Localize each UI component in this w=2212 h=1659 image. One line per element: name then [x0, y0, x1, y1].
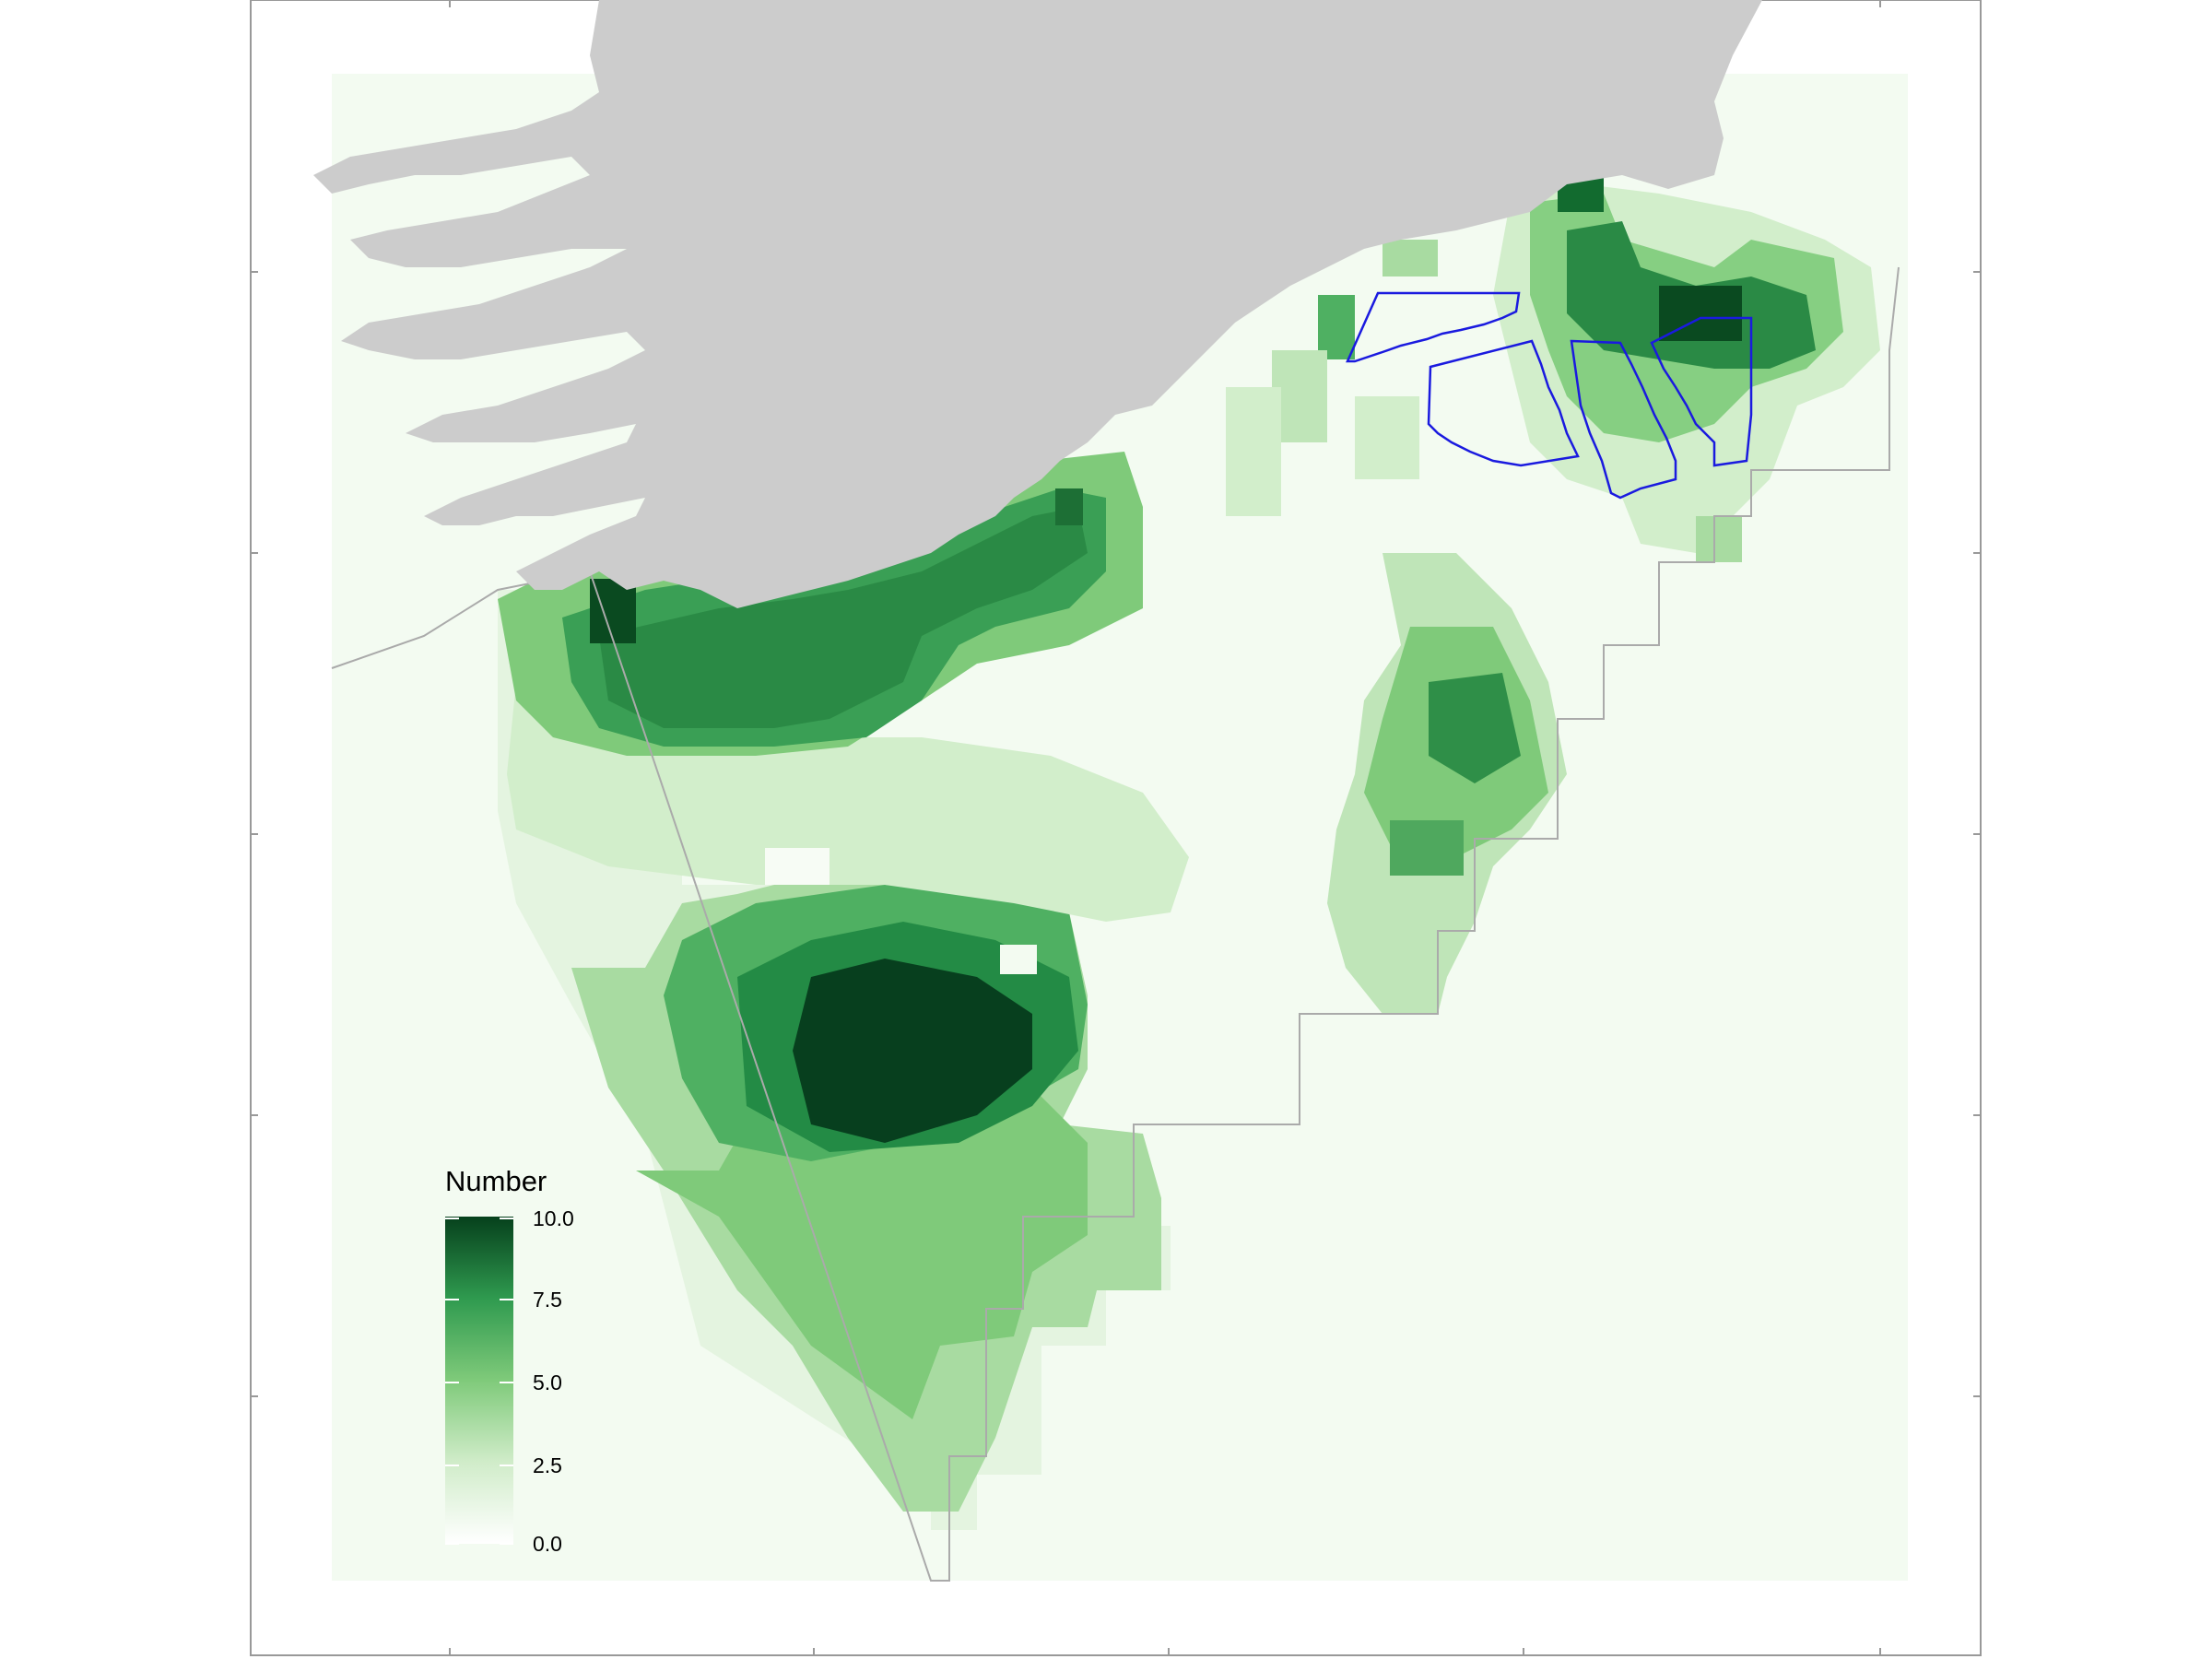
density-east-cell	[1390, 820, 1464, 876]
density-coast-peak-2	[1055, 488, 1083, 525]
study-boundary	[331, 266, 1900, 1582]
land-mass	[313, 0, 1762, 608]
density-east-cluster-high	[1429, 673, 1521, 783]
legend-tick-label: 2.5	[533, 1453, 562, 1477]
density-gap	[1000, 945, 1037, 974]
legend-tick-label: 0.0	[533, 1532, 562, 1556]
lease-area	[1427, 339, 1580, 467]
legend-colorbar	[445, 1217, 513, 1544]
density-zone-mid-2	[636, 1078, 1088, 1419]
density-zone-peak	[793, 959, 1032, 1143]
density-cell	[765, 848, 830, 885]
density-surface	[498, 175, 1880, 1530]
density-patch	[1382, 240, 1438, 276]
lease-area	[1650, 316, 1753, 467]
legend-tick-label: 7.5	[533, 1288, 562, 1312]
coastline-land	[313, 0, 1762, 608]
lease-areas	[1346, 291, 1753, 500]
legend: Number 10.0 7.5 5.0 2.5 0.0	[445, 1165, 574, 1556]
density-patch	[1226, 387, 1281, 516]
density-patch	[1355, 396, 1419, 479]
lease-area	[1346, 291, 1521, 363]
legend-tick-label: 10.0	[533, 1206, 574, 1230]
density-ne-cell-2	[1696, 516, 1742, 562]
density-patch	[1318, 295, 1355, 359]
legend-ticks	[445, 1218, 513, 1545]
legend-tick-label: 5.0	[533, 1371, 562, 1394]
legend-title: Number	[445, 1165, 547, 1197]
lease-area	[1570, 339, 1677, 500]
density-coast-band-darker	[599, 507, 1088, 728]
density-coast-peak	[590, 579, 636, 643]
